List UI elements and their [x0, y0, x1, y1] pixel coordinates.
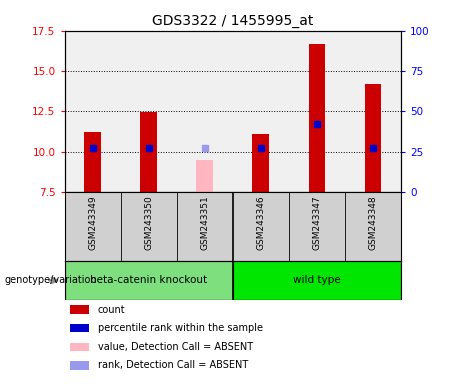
Text: percentile rank within the sample: percentile rank within the sample — [98, 323, 263, 333]
Bar — [308, 44, 325, 192]
Bar — [70, 324, 89, 333]
Text: rank, Detection Call = ABSENT: rank, Detection Call = ABSENT — [98, 361, 248, 371]
Bar — [196, 160, 213, 192]
Text: value, Detection Call = ABSENT: value, Detection Call = ABSENT — [98, 342, 253, 352]
Text: count: count — [98, 305, 125, 314]
Text: GSM243349: GSM243349 — [88, 195, 97, 250]
Text: genotype/variation: genotype/variation — [5, 275, 97, 285]
Text: beta-catenin knockout: beta-catenin knockout — [90, 275, 207, 285]
Bar — [140, 112, 157, 192]
Text: GSM243346: GSM243346 — [256, 195, 266, 250]
Bar — [65, 261, 233, 300]
Text: wild type: wild type — [293, 275, 341, 285]
Title: GDS3322 / 1455995_at: GDS3322 / 1455995_at — [152, 14, 313, 28]
Text: GSM243347: GSM243347 — [313, 195, 321, 250]
Text: GSM243350: GSM243350 — [144, 195, 153, 250]
Bar — [70, 361, 89, 370]
Bar — [233, 261, 401, 300]
Bar — [365, 84, 381, 192]
Bar — [70, 343, 89, 351]
Text: GSM243351: GSM243351 — [200, 195, 209, 250]
Text: GSM243348: GSM243348 — [368, 195, 378, 250]
Bar — [84, 132, 101, 192]
Bar — [70, 305, 89, 314]
Bar — [253, 134, 269, 192]
